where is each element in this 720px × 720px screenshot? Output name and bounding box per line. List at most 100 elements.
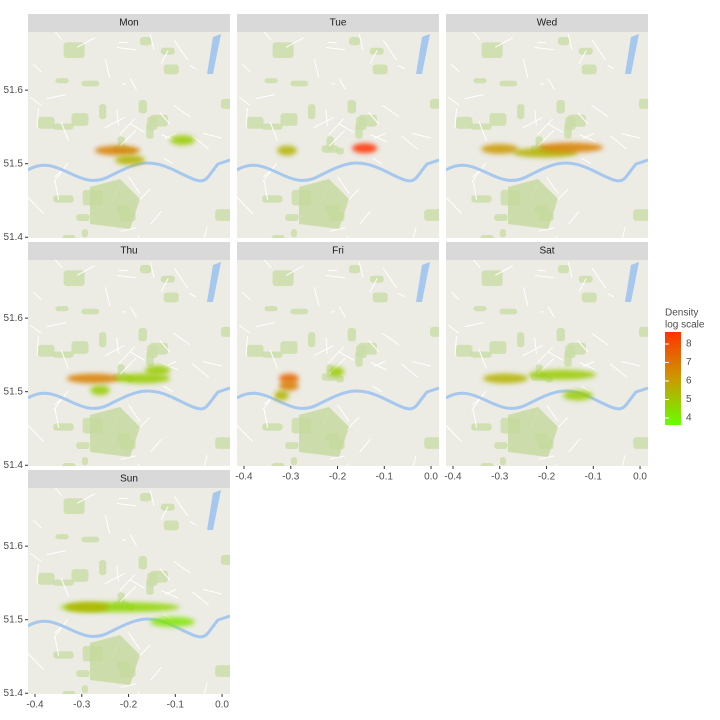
road (547, 78, 555, 90)
river (28, 614, 230, 639)
road (269, 121, 278, 141)
road (149, 490, 155, 506)
y-tick-label: 51.5 (4, 158, 24, 169)
road (329, 455, 346, 460)
road (159, 340, 171, 353)
road (313, 344, 334, 357)
park (499, 457, 506, 466)
road (191, 591, 209, 606)
park (55, 78, 69, 84)
road (607, 64, 614, 70)
park (567, 114, 586, 127)
park (633, 209, 648, 221)
density-hotspot (114, 373, 171, 384)
road (160, 50, 169, 64)
facet: Thu 51.4 51.5 51.6 (4, 242, 230, 471)
reservoir (207, 490, 221, 530)
road (237, 424, 253, 442)
road (546, 176, 559, 194)
park (62, 235, 76, 238)
reservoir (625, 34, 639, 74)
road (591, 104, 609, 118)
road (203, 227, 208, 238)
strip-label: Sun (120, 474, 138, 485)
park (81, 308, 100, 315)
road (472, 409, 478, 428)
road (203, 683, 208, 694)
facet: Sun 51.4 51.5 51.6 -0.4 -0.3 -0.2 -0.1 0.0 (4, 470, 230, 711)
park (62, 691, 76, 694)
road (446, 424, 462, 442)
park (138, 100, 147, 114)
road (160, 506, 169, 520)
road (494, 37, 514, 48)
park (517, 332, 525, 348)
x-tick-label: -0.1 (167, 700, 185, 711)
road (159, 568, 171, 581)
park (347, 100, 356, 114)
park (429, 326, 439, 337)
road (285, 265, 305, 276)
park (246, 116, 264, 129)
road (238, 96, 251, 106)
road (128, 632, 141, 650)
park (564, 350, 572, 367)
road (163, 385, 174, 393)
reservoir (416, 262, 430, 302)
y-tick-label: 51.6 (4, 85, 24, 96)
park (494, 442, 508, 449)
road (537, 346, 554, 364)
road (104, 515, 111, 535)
facet: Fri -0.4 -0.3 -0.2 -0.1 0.0 (235, 242, 439, 483)
road (120, 683, 137, 688)
park (489, 113, 507, 126)
road (578, 50, 587, 64)
road (119, 346, 136, 364)
density-hotspot (144, 365, 171, 376)
park (567, 342, 586, 355)
park (494, 214, 508, 221)
road (128, 404, 141, 422)
road (129, 351, 145, 361)
road (53, 162, 69, 183)
park (246, 344, 264, 357)
road (478, 121, 487, 141)
road (28, 196, 44, 214)
park (76, 442, 90, 449)
park (499, 229, 506, 238)
park (99, 332, 107, 348)
park (347, 328, 356, 342)
road (150, 666, 162, 681)
x-tick-label: 0.0 (633, 472, 647, 483)
strip-label: Wed (537, 18, 557, 29)
road (241, 63, 251, 73)
park (138, 556, 147, 570)
road (494, 265, 514, 276)
density-hotspot (273, 390, 289, 401)
park (138, 328, 147, 342)
road (54, 260, 63, 269)
road (325, 275, 345, 279)
road (547, 351, 563, 361)
density-hotspot (482, 373, 528, 384)
road (568, 438, 580, 453)
map (237, 32, 439, 238)
park (81, 685, 88, 694)
density-hotspot (66, 373, 121, 384)
road (382, 332, 400, 346)
road (159, 112, 171, 125)
y-tick-label: 51.6 (4, 541, 24, 552)
y-tick-label: 51.5 (4, 386, 24, 397)
river (446, 386, 648, 411)
park (215, 437, 230, 449)
road (609, 135, 627, 150)
river (237, 386, 439, 411)
strip (28, 242, 230, 260)
road (161, 362, 179, 371)
park (355, 350, 363, 367)
road (173, 332, 191, 346)
road (129, 123, 145, 133)
road (255, 94, 275, 100)
road (338, 123, 354, 133)
road (358, 34, 364, 50)
